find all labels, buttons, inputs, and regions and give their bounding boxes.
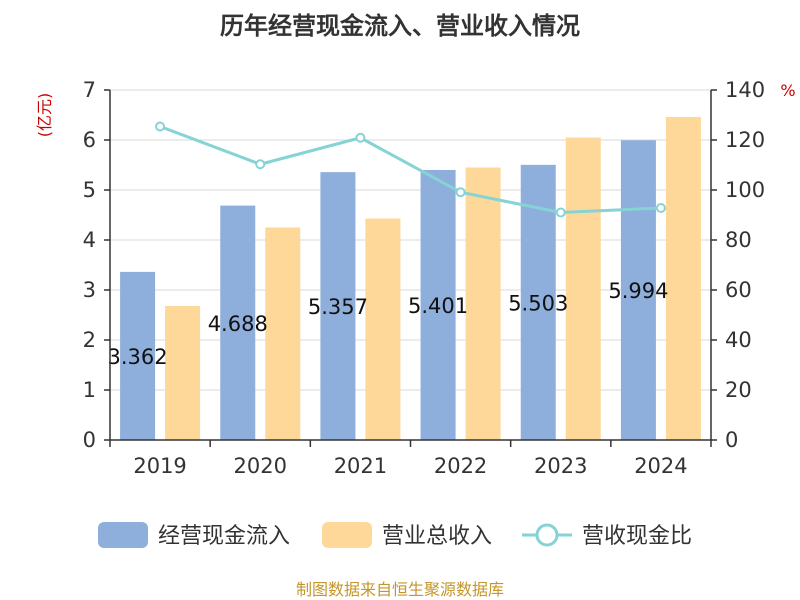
bar-revenue xyxy=(265,227,301,440)
x-tick-label: 2022 xyxy=(434,454,487,478)
bars-group xyxy=(120,117,701,441)
ratio-point xyxy=(355,132,366,143)
y-left-tick-label: 4 xyxy=(83,228,96,252)
y-right-tick-label: 100 xyxy=(725,178,765,202)
x-tick-label: 2019 xyxy=(133,454,186,478)
ratio-line xyxy=(159,125,661,215)
bar-cash-inflow xyxy=(620,140,656,441)
ratio-point xyxy=(455,187,466,198)
y-right-tick-label: 60 xyxy=(725,278,752,302)
chart-title: 历年经营现金流入、营业收入情况 xyxy=(220,12,580,40)
ratio-point xyxy=(155,121,166,132)
data-label-cash-inflow: 5.994 xyxy=(608,279,668,303)
ratio-point xyxy=(555,207,566,218)
x-tick-label: 2023 xyxy=(534,454,587,478)
gridlines xyxy=(110,89,711,441)
y-right-tick-label: 140 xyxy=(725,78,765,102)
y-left-tick-label: 2 xyxy=(83,328,96,352)
legend-label-revenue: 营业总收入 xyxy=(382,524,492,549)
ratio-line-group xyxy=(155,121,666,218)
data-label-cash-inflow: 5.357 xyxy=(308,295,368,319)
x-tick-label: 2021 xyxy=(334,454,387,478)
left-unit-label: (亿元) xyxy=(35,93,54,138)
bar-revenue xyxy=(465,167,501,440)
y-right-tick-label: 120 xyxy=(725,128,765,152)
y-right-tick-label: 40 xyxy=(725,328,752,352)
ratio-point xyxy=(655,203,666,213)
axes-group: 0 1 2 3 4 5 6 7 0 20 40 60 80 100 120 140 2019 2020 2021 20… xyxy=(83,78,765,478)
legend-swatch-cash-inflow xyxy=(98,522,148,548)
bar-revenue xyxy=(665,117,701,440)
bar-cash-inflow xyxy=(220,205,256,440)
data-labels-group: 3.362 4.688 5.357 5.401 5.503 5.994 xyxy=(108,279,669,369)
y-right-tick-label: 80 xyxy=(725,228,752,252)
legend-label-ratio: 营收现金比 xyxy=(582,524,692,549)
x-tick-label: 2024 xyxy=(634,454,687,478)
legend-swatch-revenue xyxy=(322,522,372,548)
x-tick-label: 2020 xyxy=(234,454,287,478)
bar-cash-inflow xyxy=(420,169,456,440)
y-left-tick-label: 5 xyxy=(83,178,96,202)
y-left-tick-label: 6 xyxy=(83,128,96,152)
bar-revenue xyxy=(365,218,401,440)
data-label-cash-inflow: 5.503 xyxy=(508,291,568,315)
data-label-cash-inflow: 3.362 xyxy=(108,345,168,369)
y-left-tick-label: 7 xyxy=(83,78,96,102)
right-unit-label: % xyxy=(780,81,795,100)
bar-cash-inflow xyxy=(120,271,156,440)
legend-label-cash-inflow: 经营现金流入 xyxy=(158,524,290,549)
y-left-tick-label: 0 xyxy=(83,428,96,452)
y-right-tick-label: 0 xyxy=(725,428,738,452)
bar-revenue xyxy=(165,306,201,440)
data-label-cash-inflow: 5.401 xyxy=(408,294,468,318)
bar-revenue xyxy=(565,137,601,440)
bar-cash-inflow xyxy=(320,172,356,440)
y-left-tick-label: 3 xyxy=(83,278,96,302)
y-right-tick-label: 20 xyxy=(725,378,752,402)
legend: 经营现金流入 营业总收入 营收现金比 xyxy=(98,522,692,549)
y-left-tick-label: 1 xyxy=(83,378,96,402)
legend-marker-ratio xyxy=(535,523,559,547)
ratio-point xyxy=(255,159,266,170)
data-label-cash-inflow: 4.688 xyxy=(208,312,268,336)
source-note: 制图数据来自恒生聚源数据库 xyxy=(296,580,504,599)
